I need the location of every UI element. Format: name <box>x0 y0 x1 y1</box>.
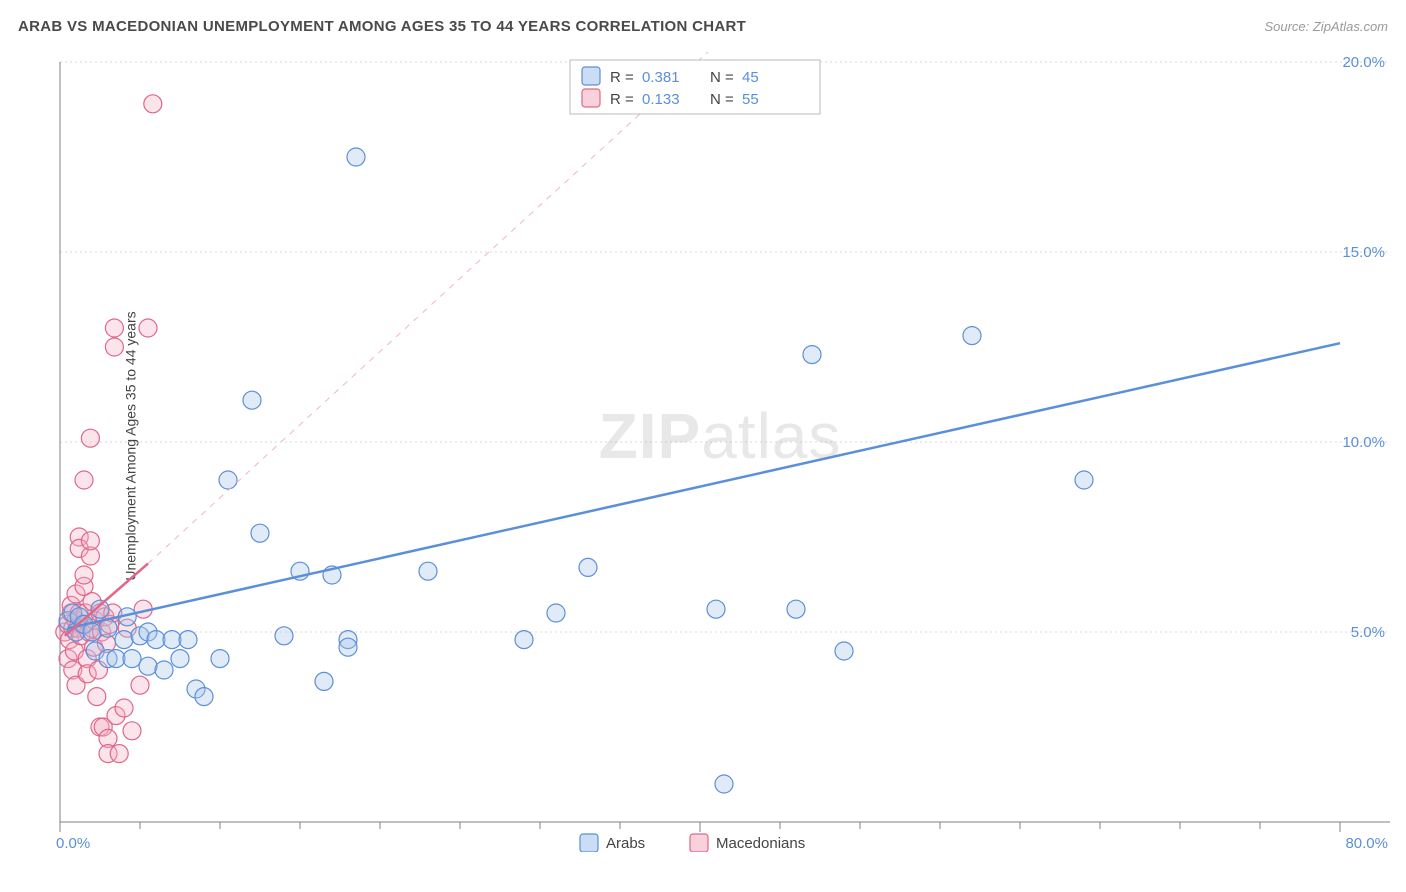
y-tick-label: 5.0% <box>1351 624 1385 641</box>
legend-swatch <box>580 834 598 852</box>
data-point <box>75 471 93 489</box>
source-attribution: Source: ZipAtlas.com <box>1264 19 1388 34</box>
data-point <box>1075 471 1093 489</box>
data-point <box>251 524 269 542</box>
trend-line-dashed <box>148 52 780 564</box>
data-point <box>139 657 157 675</box>
x-tick-label: 0.0% <box>56 835 90 852</box>
data-point <box>219 471 237 489</box>
data-point <box>75 566 93 584</box>
legend-stat-value: 0.133 <box>642 91 680 108</box>
data-point <box>179 631 197 649</box>
data-point <box>963 327 981 345</box>
data-point <box>579 558 597 576</box>
data-point <box>339 638 357 656</box>
data-point <box>83 623 101 641</box>
data-point <box>171 650 189 668</box>
data-point <box>803 346 821 364</box>
y-tick-label: 10.0% <box>1342 434 1385 451</box>
data-point <box>163 631 181 649</box>
data-point <box>81 429 99 447</box>
data-point <box>105 319 123 337</box>
data-point <box>835 642 853 660</box>
legend-stat-value: 55 <box>742 91 759 108</box>
data-point <box>195 688 213 706</box>
data-point <box>787 600 805 618</box>
legend-stat-label: R = <box>610 91 634 108</box>
data-point <box>715 775 733 793</box>
legend-swatch <box>582 89 600 107</box>
legend-stat-label: N = <box>710 91 734 108</box>
legend-stat-value: 45 <box>742 69 759 86</box>
data-point <box>707 600 725 618</box>
data-point <box>123 722 141 740</box>
legend-swatch <box>690 834 708 852</box>
legend-series-label: Macedonians <box>716 835 805 852</box>
data-point <box>211 650 229 668</box>
trend-line <box>68 343 1340 628</box>
data-point <box>115 631 133 649</box>
legend-stat-label: R = <box>610 69 634 86</box>
data-point <box>243 391 261 409</box>
data-point <box>419 562 437 580</box>
data-point <box>139 319 157 337</box>
data-point <box>347 148 365 166</box>
legend-series-label: Arabs <box>606 835 645 852</box>
scatter-plot: 5.0% 10.0% 15.0% 20.0% 0.0% 80.0% R = 0.381 N = 4… <box>50 52 1390 852</box>
legend-swatch <box>582 67 600 85</box>
data-point <box>88 688 106 706</box>
data-point <box>105 338 123 356</box>
x-tick-label: 80.0% <box>1345 835 1388 852</box>
data-point <box>147 631 165 649</box>
chart-title: ARAB VS MACEDONIAN UNEMPLOYMENT AMONG AG… <box>18 18 746 35</box>
data-point <box>115 699 133 717</box>
data-point <box>144 95 162 113</box>
legend-stat-value: 0.381 <box>642 69 680 86</box>
data-point <box>515 631 533 649</box>
data-point <box>547 604 565 622</box>
data-point <box>110 745 128 763</box>
y-tick-label: 15.0% <box>1342 244 1385 261</box>
data-point <box>131 676 149 694</box>
y-tick-label: 20.0% <box>1342 54 1385 71</box>
data-point <box>107 650 125 668</box>
stats-legend-box <box>570 60 820 114</box>
data-point <box>81 532 99 550</box>
data-point <box>275 627 293 645</box>
data-point <box>155 661 173 679</box>
legend-stat-label: N = <box>710 69 734 86</box>
data-point <box>123 650 141 668</box>
data-point <box>315 672 333 690</box>
